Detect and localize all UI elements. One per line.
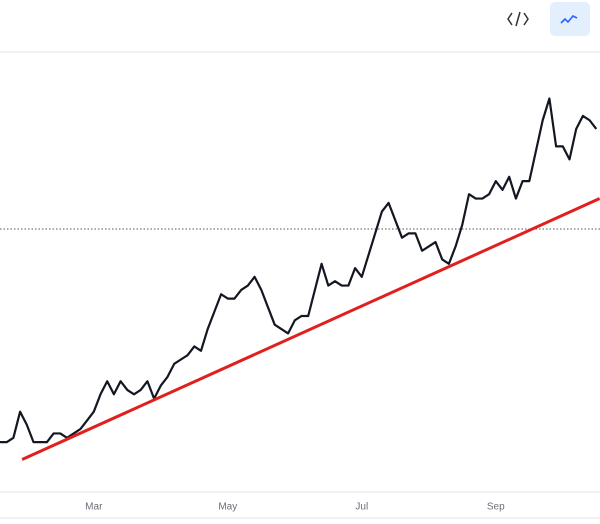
trend-line [21,197,600,461]
chart-type-button[interactable] [550,2,590,36]
x-tick-label: Mar [85,502,103,513]
code-button[interactable] [500,4,534,34]
x-tick-label: Sep [487,502,505,513]
price-line [0,97,598,444]
x-tick-label: May [218,502,237,513]
x-tick-label: Jul [355,502,368,513]
